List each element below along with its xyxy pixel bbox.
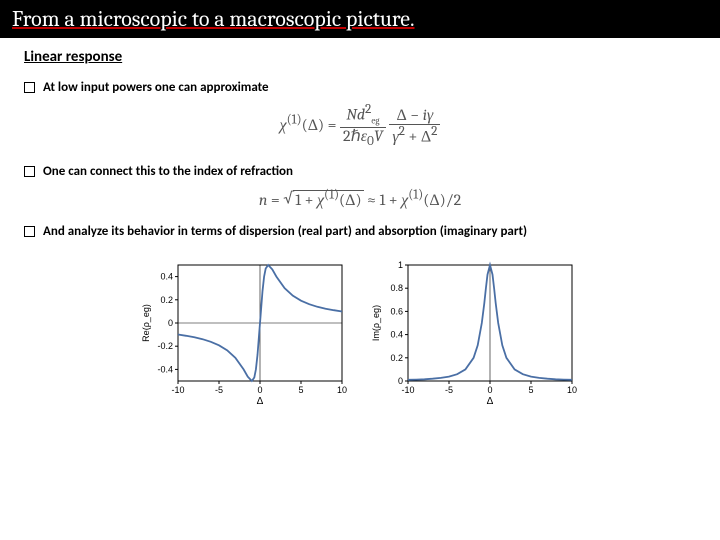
svg-text:5: 5	[298, 385, 303, 395]
svg-text:5: 5	[528, 385, 533, 395]
svg-text:0.2: 0.2	[390, 352, 403, 362]
svg-text:0.8: 0.8	[390, 283, 403, 293]
svg-text:-5: -5	[445, 385, 453, 395]
formula-chi-content: χ(1)(Δ) = Nd2eg2ℏε0V Δ − iγγ2 + Δ2	[280, 116, 441, 134]
section-heading: Linear response	[24, 48, 696, 66]
bullet-2: One can connect this to the index of ref…	[24, 164, 696, 179]
slide-title: From a microscopic to a macroscopic pict…	[12, 6, 415, 32]
svg-text:0.2: 0.2	[160, 294, 173, 304]
bullet-1-text: At low input powers one can approximate	[43, 80, 269, 95]
svg-text:0: 0	[487, 385, 492, 395]
svg-text:0.4: 0.4	[390, 329, 403, 339]
svg-text:0: 0	[398, 376, 403, 386]
svg-text:10: 10	[567, 385, 577, 395]
svg-text:-10: -10	[171, 385, 184, 395]
svg-text:Im(ρ_eg): Im(ρ_eg)	[371, 305, 381, 341]
formula-chi: χ(1)(Δ) = Nd2eg2ℏε0V Δ − iγγ2 + Δ2	[24, 103, 696, 150]
svg-text:0: 0	[257, 385, 262, 395]
svg-text:Re(ρ_eg): Re(ρ_eg)	[141, 304, 151, 342]
absorption-chart: -10 -5 0 5 10 0 0.2 0.4 0.6 0.8 1 Δ Im(ρ_eg)	[370, 257, 580, 407]
bullet-3-text: And analyze its behavior in terms of dis…	[43, 224, 527, 239]
checkbox-icon	[24, 226, 35, 237]
svg-text:Δ: Δ	[487, 396, 494, 407]
charts-row: -10-50510-0.4-0.200.20.4ΔRe(ρ_eg) -10-50…	[24, 257, 696, 407]
checkbox-icon	[24, 166, 35, 177]
svg-text:-0.2: -0.2	[157, 341, 173, 351]
bullet-1: At low input powers one can approximate	[24, 80, 696, 95]
formula-n-content: n = 1 + χ(1)(Δ) ≈ 1 + χ(1)(Δ)/2	[259, 191, 461, 209]
dispersion-svg: -10 -5 0 5 10 -0.4 -0.2 0 0.2 0.4 Δ Re(ρ_eg)	[140, 257, 350, 407]
svg-text:10: 10	[337, 385, 347, 395]
svg-text:-5: -5	[215, 385, 223, 395]
absorption-svg: -10 -5 0 5 10 0 0.2 0.4 0.6 0.8 1 Δ Im(ρ_eg)	[370, 257, 580, 407]
svg-text:1: 1	[398, 260, 403, 270]
svg-text:0.6: 0.6	[390, 306, 403, 316]
dispersion-chart: -10 -5 0 5 10 -0.4 -0.2 0 0.2 0.4 Δ Re(ρ_eg)	[140, 257, 350, 407]
svg-text:-10: -10	[401, 385, 414, 395]
bullet-2-text: One can connect this to the index of ref…	[43, 164, 293, 179]
svg-text:-0.4: -0.4	[157, 364, 173, 374]
content-area: Linear response At low input powers one …	[0, 38, 720, 417]
formula-n: n = 1 + χ(1)(Δ) ≈ 1 + χ(1)(Δ)/2	[24, 187, 696, 209]
title-bar: From a microscopic to a macroscopic pict…	[0, 0, 720, 38]
svg-text:Δ: Δ	[257, 396, 264, 407]
checkbox-icon	[24, 82, 35, 93]
bullet-3: And analyze its behavior in terms of dis…	[24, 224, 696, 239]
svg-text:0.4: 0.4	[160, 271, 173, 281]
svg-text:0: 0	[168, 318, 173, 328]
